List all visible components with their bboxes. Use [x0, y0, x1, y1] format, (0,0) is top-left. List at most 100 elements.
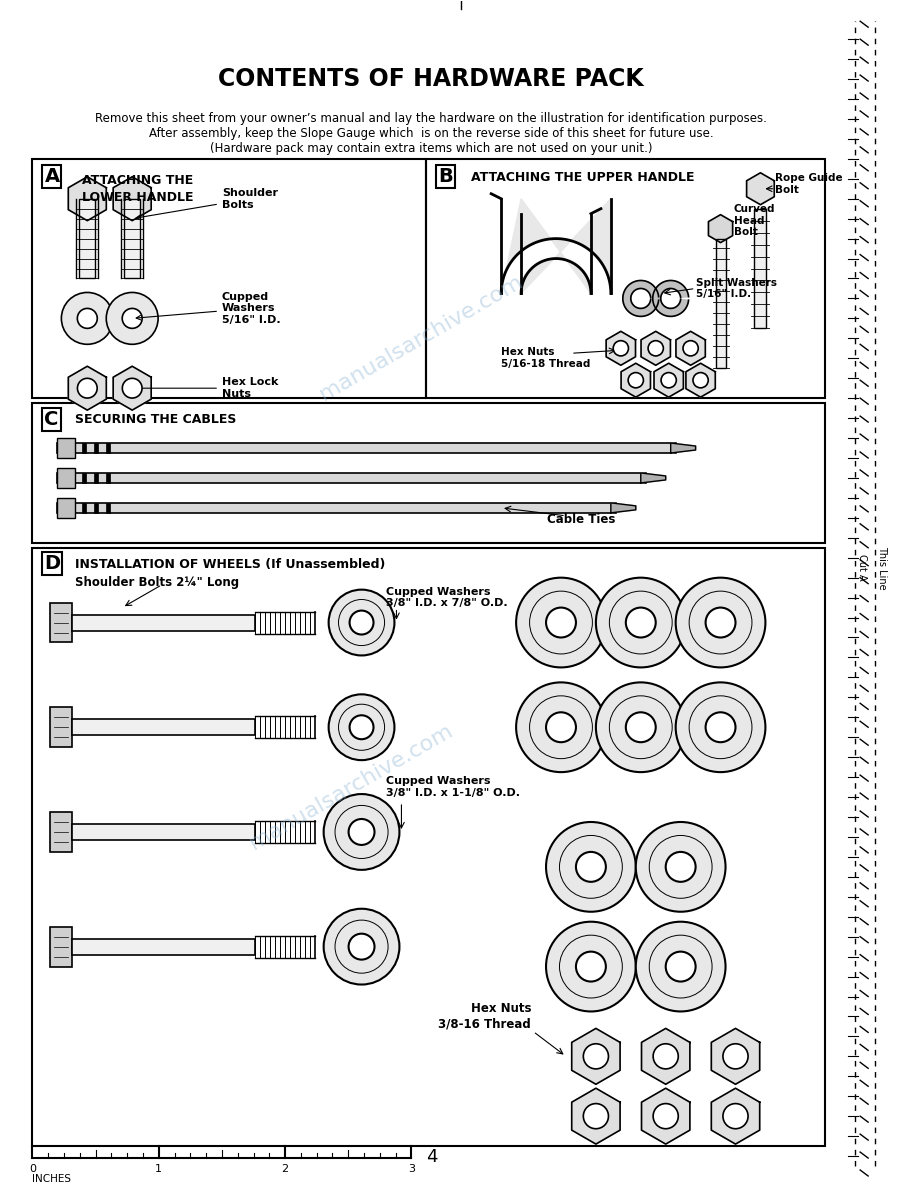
Text: Remove this sheet from your owner’s manual and lay the hardware on the illustrat: Remove this sheet from your owner’s manu…	[95, 113, 767, 126]
Text: Cupped Washers
3/8" I.D. x 7/8" O.D.: Cupped Washers 3/8" I.D. x 7/8" O.D.	[386, 587, 508, 608]
Circle shape	[77, 309, 97, 328]
Circle shape	[62, 292, 113, 345]
Polygon shape	[68, 366, 106, 410]
Text: 4: 4	[426, 1148, 437, 1167]
Circle shape	[350, 611, 374, 634]
Text: Hex Nuts
5/16-18 Thread: Hex Nuts 5/16-18 Thread	[501, 347, 590, 369]
Polygon shape	[709, 215, 733, 242]
Text: ATTACHING THE
LOWER HANDLE: ATTACHING THE LOWER HANDLE	[83, 173, 194, 204]
Circle shape	[648, 341, 664, 356]
Circle shape	[666, 952, 696, 981]
Text: Shoulder
Bolts: Shoulder Bolts	[136, 188, 278, 220]
Polygon shape	[501, 198, 610, 293]
Text: SECURING THE CABLES: SECURING THE CABLES	[75, 413, 237, 426]
Circle shape	[516, 577, 606, 668]
Text: Cut A: Cut A	[857, 555, 868, 581]
Circle shape	[613, 341, 629, 356]
Bar	[50, 602, 73, 643]
Bar	[106, 503, 110, 513]
Polygon shape	[622, 280, 658, 316]
Text: Hex Nuts
3/8-16 Thread: Hex Nuts 3/8-16 Thread	[438, 1003, 532, 1030]
Circle shape	[329, 589, 395, 656]
Circle shape	[350, 715, 374, 739]
Text: B: B	[438, 166, 453, 185]
Bar	[58, 503, 616, 513]
Circle shape	[666, 852, 696, 881]
Circle shape	[77, 378, 97, 398]
Text: INCHES: INCHES	[32, 1174, 72, 1184]
Circle shape	[546, 922, 636, 1011]
Circle shape	[636, 822, 725, 911]
Polygon shape	[642, 1088, 690, 1144]
Circle shape	[596, 577, 686, 668]
Bar	[73, 614, 255, 631]
Text: This Line: This Line	[877, 545, 887, 589]
Polygon shape	[572, 1029, 620, 1085]
Circle shape	[676, 577, 766, 668]
Polygon shape	[642, 1029, 690, 1085]
Bar	[95, 503, 98, 513]
Polygon shape	[113, 177, 151, 221]
Bar	[83, 443, 86, 453]
Polygon shape	[113, 366, 151, 410]
Bar	[58, 468, 75, 488]
Text: Split Washers
5/16" I.D.: Split Washers 5/16" I.D.	[696, 278, 777, 299]
Circle shape	[636, 922, 725, 1011]
Text: 1: 1	[155, 1164, 162, 1174]
Text: After assembly, keep the Slope Gauge which  is on the reverse side of this sheet: After assembly, keep the Slope Gauge whi…	[149, 127, 713, 140]
Polygon shape	[676, 331, 705, 365]
Circle shape	[676, 682, 766, 772]
Bar	[95, 473, 98, 484]
Bar	[58, 473, 645, 484]
Circle shape	[576, 852, 606, 881]
Bar	[106, 443, 110, 453]
Polygon shape	[572, 1088, 620, 1144]
Bar	[95, 443, 98, 453]
Bar	[73, 824, 255, 840]
Bar	[715, 239, 725, 368]
Circle shape	[546, 822, 636, 911]
Bar	[73, 719, 255, 735]
Polygon shape	[641, 473, 666, 484]
Text: Curved
Head
Bolt: Curved Head Bolt	[733, 204, 775, 238]
Polygon shape	[711, 1029, 760, 1085]
Polygon shape	[686, 364, 715, 397]
Text: manualsarchive.com: manualsarchive.com	[316, 272, 527, 405]
Bar	[50, 813, 73, 852]
Text: Hex Lock
Nuts: Hex Lock Nuts	[136, 378, 278, 399]
Polygon shape	[746, 172, 774, 204]
Bar	[32, 548, 825, 1146]
Text: Cable Ties: Cable Ties	[547, 513, 615, 526]
Polygon shape	[621, 364, 651, 397]
Polygon shape	[610, 503, 636, 513]
Text: Cupped Washers
3/8" I.D. x 1-1/8" O.D.: Cupped Washers 3/8" I.D. x 1-1/8" O.D.	[386, 776, 521, 798]
Bar	[50, 927, 73, 967]
Text: ATTACHING THE UPPER HANDLE: ATTACHING THE UPPER HANDLE	[471, 171, 695, 184]
Bar	[83, 503, 86, 513]
Circle shape	[683, 341, 699, 356]
Text: 2: 2	[282, 1164, 288, 1174]
Circle shape	[324, 794, 399, 870]
Circle shape	[122, 378, 142, 398]
Text: manualsarchive.com: manualsarchive.com	[246, 721, 457, 853]
Bar	[58, 438, 75, 459]
Text: 0: 0	[29, 1164, 36, 1174]
Bar	[73, 939, 255, 955]
Circle shape	[723, 1044, 748, 1069]
Polygon shape	[654, 364, 683, 397]
Circle shape	[661, 373, 677, 387]
Text: A: A	[44, 166, 60, 185]
Bar	[58, 443, 676, 453]
Text: INSTALLATION OF WHEELS (If Unassembled): INSTALLATION OF WHEELS (If Unassembled)	[75, 557, 386, 570]
Circle shape	[706, 607, 735, 638]
Circle shape	[583, 1044, 609, 1069]
Bar	[32, 159, 426, 398]
Circle shape	[723, 1104, 748, 1129]
Polygon shape	[653, 280, 688, 316]
Circle shape	[329, 694, 395, 760]
Bar	[426, 159, 825, 398]
Bar	[50, 707, 73, 747]
Circle shape	[576, 952, 606, 981]
Circle shape	[546, 713, 576, 742]
Bar	[755, 209, 767, 328]
